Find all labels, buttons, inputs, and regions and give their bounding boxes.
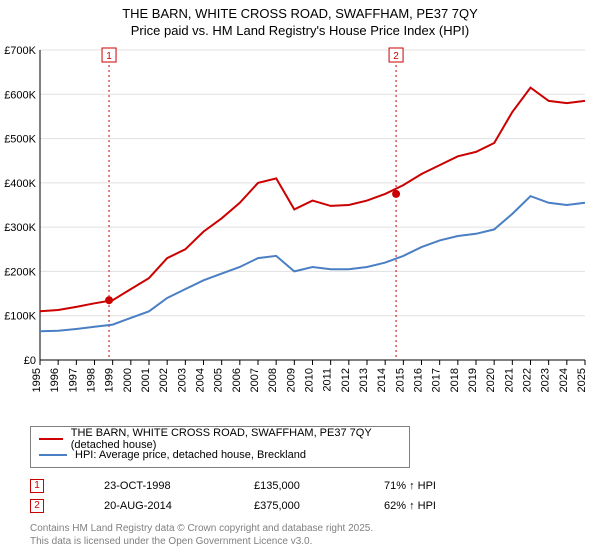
marker-table: 1 23-OCT-1998 £135,000 71% ↑ HPI 2 20-AU…: [30, 476, 600, 516]
marker-badge-2: 2: [30, 499, 44, 513]
svg-text:2018: 2018: [449, 368, 461, 392]
root: THE BARN, WHITE CROSS ROAD, SWAFFHAM, PE…: [0, 0, 600, 560]
svg-text:2023: 2023: [540, 368, 552, 392]
svg-text:£100K: £100K: [4, 310, 36, 322]
svg-text:2010: 2010: [304, 368, 316, 392]
svg-text:£600K: £600K: [4, 89, 36, 101]
footer-line-1: Contains HM Land Registry data © Crown c…: [30, 522, 600, 535]
svg-text:2005: 2005: [213, 368, 225, 392]
svg-text:2015: 2015: [394, 368, 406, 392]
svg-text:2011: 2011: [322, 368, 334, 392]
marker-price-2: £375,000: [254, 500, 334, 512]
chart-svg: £0 £100K £200K £300K £400K £500K £600K £700K 199…: [0, 40, 600, 420]
svg-text:1997: 1997: [67, 368, 79, 392]
svg-text:2003: 2003: [176, 368, 188, 392]
legend-text-hpi: HPI: Average price, detached house, Brec…: [75, 449, 306, 461]
svg-text:£500K: £500K: [4, 133, 36, 145]
svg-text:2007: 2007: [249, 368, 261, 392]
svg-text:2025: 2025: [576, 368, 588, 392]
marker-pct-1: 71% ↑ HPI: [384, 480, 484, 492]
title-block: THE BARN, WHITE CROSS ROAD, SWAFFHAM, PE…: [0, 0, 600, 40]
svg-text:2014: 2014: [376, 368, 388, 392]
svg-text:2002: 2002: [158, 368, 170, 392]
marker-badge-1: 1: [30, 479, 44, 493]
svg-text:2009: 2009: [285, 368, 297, 392]
svg-text:£700K: £700K: [4, 45, 36, 57]
svg-text:£400K: £400K: [4, 178, 36, 190]
svg-text:2017: 2017: [431, 368, 443, 392]
svg-text:2022: 2022: [522, 368, 534, 392]
marker-pct-2: 62% ↑ HPI: [384, 500, 484, 512]
footer-line-2: This data is licensed under the Open Gov…: [30, 535, 600, 548]
svg-text:2000: 2000: [122, 368, 134, 392]
svg-text:2012: 2012: [340, 368, 352, 392]
marker-row-1: 1 23-OCT-1998 £135,000 71% ↑ HPI: [30, 476, 600, 496]
svg-text:2020: 2020: [485, 368, 497, 392]
svg-text:2019: 2019: [467, 368, 479, 392]
svg-text:1: 1: [106, 51, 112, 62]
legend-item-property: THE BARN, WHITE CROSS ROAD, SWAFFHAM, PE…: [39, 431, 401, 447]
svg-text:1995: 1995: [31, 368, 43, 392]
svg-text:2006: 2006: [231, 368, 243, 392]
marker-date-2: 20-AUG-2014: [104, 500, 204, 512]
svg-text:2008: 2008: [267, 368, 279, 392]
title-line-1: THE BARN, WHITE CROSS ROAD, SWAFFHAM, PE…: [0, 6, 600, 23]
svg-text:2013: 2013: [358, 368, 370, 392]
svg-text:2: 2: [393, 51, 399, 62]
legend-text-property: THE BARN, WHITE CROSS ROAD, SWAFFHAM, PE…: [71, 427, 401, 451]
svg-text:1998: 1998: [86, 368, 98, 392]
svg-text:£200K: £200K: [4, 266, 36, 278]
svg-text:2024: 2024: [558, 368, 570, 392]
marker-date-1: 23-OCT-1998: [104, 480, 204, 492]
legend-swatch-property: [39, 438, 63, 440]
title-line-2: Price paid vs. HM Land Registry's House …: [0, 23, 600, 40]
footer: Contains HM Land Registry data © Crown c…: [30, 522, 600, 548]
svg-text:£300K: £300K: [4, 222, 36, 234]
marker-price-1: £135,000: [254, 480, 334, 492]
svg-text:2001: 2001: [140, 368, 152, 392]
chart: £0 £100K £200K £300K £400K £500K £600K £700K 199…: [0, 40, 600, 420]
svg-text:£0: £0: [24, 355, 36, 367]
svg-text:1999: 1999: [104, 368, 116, 392]
svg-text:1996: 1996: [49, 368, 61, 392]
svg-text:2004: 2004: [195, 368, 207, 392]
svg-text:2021: 2021: [503, 368, 515, 392]
svg-text:2016: 2016: [413, 368, 425, 392]
marker-row-2: 2 20-AUG-2014 £375,000 62% ↑ HPI: [30, 496, 600, 516]
legend-swatch-hpi: [39, 454, 67, 456]
legend: THE BARN, WHITE CROSS ROAD, SWAFFHAM, PE…: [30, 426, 410, 468]
